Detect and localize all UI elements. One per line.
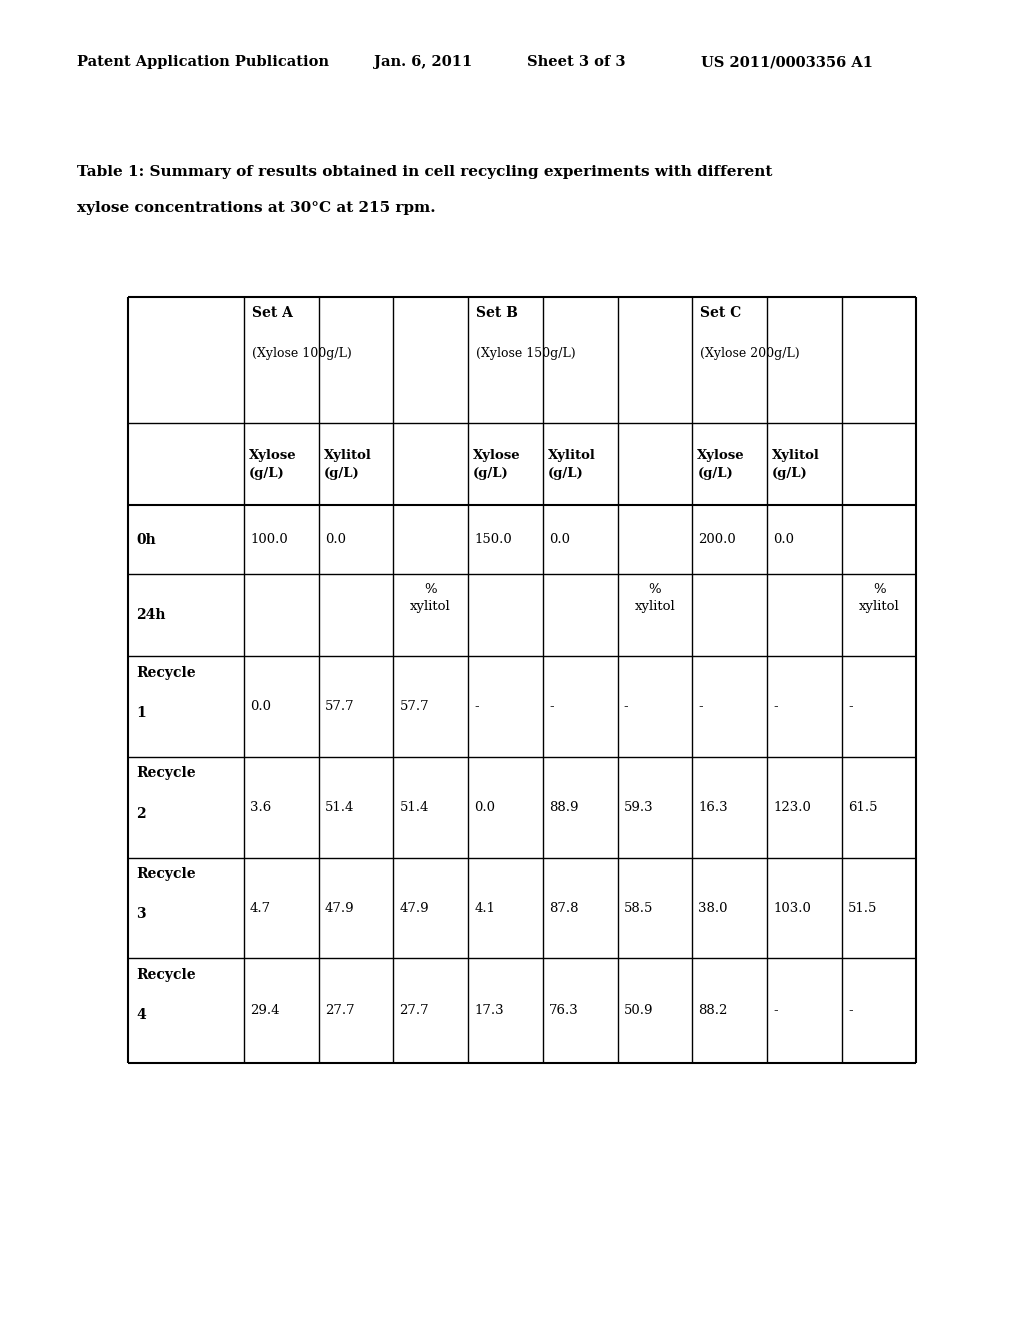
Text: (Xylose 100g/L): (Xylose 100g/L) (252, 347, 352, 360)
Text: %
xylitol: % xylitol (635, 583, 675, 612)
Text: Recycle: Recycle (136, 968, 196, 982)
Text: 150.0: 150.0 (474, 533, 512, 546)
Text: 61.5: 61.5 (848, 801, 878, 814)
Text: 0.0: 0.0 (474, 801, 496, 814)
Text: 16.3: 16.3 (698, 801, 728, 814)
Text: 0.0: 0.0 (549, 533, 570, 546)
Text: 47.9: 47.9 (325, 902, 354, 915)
Text: 0.0: 0.0 (773, 533, 795, 546)
Text: Jan. 6, 2011: Jan. 6, 2011 (374, 55, 472, 70)
Text: 27.7: 27.7 (325, 1005, 354, 1016)
Text: xylose concentrations at 30°C at 215 rpm.: xylose concentrations at 30°C at 215 rpm… (77, 201, 435, 215)
Text: -: - (624, 700, 629, 713)
Text: Xylitol
(g/L): Xylitol (g/L) (324, 449, 372, 479)
Text: Recycle: Recycle (136, 767, 196, 780)
Text: -: - (773, 1005, 778, 1016)
Text: 76.3: 76.3 (549, 1005, 579, 1016)
Text: 27.7: 27.7 (399, 1005, 429, 1016)
Text: %
xylitol: % xylitol (411, 583, 451, 612)
Text: 47.9: 47.9 (399, 902, 429, 915)
Text: (Xylose 200g/L): (Xylose 200g/L) (700, 347, 800, 360)
Text: -: - (848, 700, 853, 713)
Text: 29.4: 29.4 (250, 1005, 280, 1016)
Text: Xylose
(g/L): Xylose (g/L) (697, 449, 745, 479)
Text: 50.9: 50.9 (624, 1005, 653, 1016)
Text: 51.4: 51.4 (399, 801, 429, 814)
Text: 88.9: 88.9 (549, 801, 579, 814)
Text: Xylitol
(g/L): Xylitol (g/L) (772, 449, 820, 479)
Text: 58.5: 58.5 (624, 902, 653, 915)
Text: Set A: Set A (252, 306, 293, 321)
Text: Set C: Set C (700, 306, 741, 321)
Text: Sheet 3 of 3: Sheet 3 of 3 (527, 55, 626, 70)
Text: -: - (698, 700, 703, 713)
Text: 0.0: 0.0 (325, 533, 346, 546)
Text: 4.7: 4.7 (250, 902, 271, 915)
Text: 38.0: 38.0 (698, 902, 728, 915)
Text: Patent Application Publication: Patent Application Publication (77, 55, 329, 70)
Text: Xylose
(g/L): Xylose (g/L) (473, 449, 521, 479)
Text: 0.0: 0.0 (250, 700, 271, 713)
Text: 103.0: 103.0 (773, 902, 811, 915)
Text: 17.3: 17.3 (474, 1005, 504, 1016)
Text: 0h: 0h (136, 532, 156, 546)
Text: 123.0: 123.0 (773, 801, 811, 814)
Text: 57.7: 57.7 (325, 700, 354, 713)
Text: US 2011/0003356 A1: US 2011/0003356 A1 (701, 55, 873, 70)
Text: -: - (474, 700, 479, 713)
Text: -: - (549, 700, 554, 713)
Text: 88.2: 88.2 (698, 1005, 728, 1016)
Text: 51.5: 51.5 (848, 902, 878, 915)
Text: Set B: Set B (476, 306, 518, 321)
Text: Recycle: Recycle (136, 665, 196, 680)
Text: 3: 3 (136, 907, 145, 921)
Text: 100.0: 100.0 (250, 533, 288, 546)
Text: Table 1: Summary of results obtained in cell recycling experiments with differen: Table 1: Summary of results obtained in … (77, 165, 772, 180)
Text: 57.7: 57.7 (399, 700, 429, 713)
Text: 200.0: 200.0 (698, 533, 736, 546)
Text: (Xylose 150g/L): (Xylose 150g/L) (476, 347, 575, 360)
Text: Xylitol
(g/L): Xylitol (g/L) (548, 449, 596, 479)
Text: Recycle: Recycle (136, 867, 196, 880)
Text: 87.8: 87.8 (549, 902, 579, 915)
Text: 4: 4 (136, 1008, 146, 1022)
Text: 1: 1 (136, 706, 146, 721)
Text: %
xylitol: % xylitol (859, 583, 899, 612)
Text: -: - (848, 1005, 853, 1016)
Text: 24h: 24h (136, 609, 166, 622)
Text: 2: 2 (136, 807, 145, 821)
Text: Xylose
(g/L): Xylose (g/L) (249, 449, 297, 479)
Text: -: - (773, 700, 778, 713)
Text: 4.1: 4.1 (474, 902, 496, 915)
Text: 51.4: 51.4 (325, 801, 354, 814)
Text: 59.3: 59.3 (624, 801, 653, 814)
Text: 3.6: 3.6 (250, 801, 271, 814)
